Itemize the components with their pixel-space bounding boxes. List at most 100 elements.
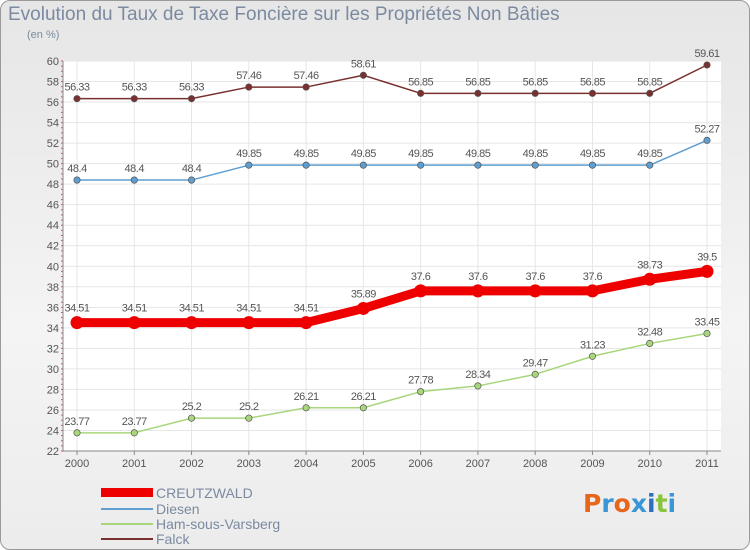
y-tick-label: 52	[47, 138, 59, 150]
logo-letter: t	[655, 489, 668, 518]
data-label-ham-sous-varsberg: 29.47	[523, 357, 548, 369]
data-point-ham-sous-varsberg	[474, 382, 482, 390]
data-label-diesen: 49.85	[236, 148, 261, 160]
y-unit-label: (en %)	[27, 29, 60, 41]
data-label-falck: 56.85	[465, 76, 490, 88]
data-point-diesen	[73, 176, 81, 184]
data-label-falck: 56.33	[179, 82, 204, 94]
data-point-creutzwald	[356, 301, 370, 315]
y-tick-label: 44	[47, 220, 59, 232]
y-tick-label: 26	[47, 405, 59, 417]
data-label-creutzwald: 37.6	[411, 271, 431, 283]
data-point-falck	[187, 95, 196, 103]
data-label-falck: 56.33	[64, 82, 89, 94]
y-tick-label: 48	[47, 179, 59, 191]
data-point-falck	[73, 95, 81, 103]
data-point-falck	[474, 89, 482, 97]
data-point-diesen	[417, 161, 425, 169]
data-label-diesen: 49.85	[351, 148, 376, 160]
data-label-creutzwald: 39.5	[697, 251, 717, 263]
data-point-ham-sous-varsberg	[130, 429, 138, 437]
grid	[63, 60, 721, 452]
data-label-creutzwald: 37.6	[583, 271, 603, 283]
data-label-falck: 59.61	[694, 48, 719, 60]
data-point-ham-sous-varsberg	[417, 388, 425, 396]
series-layer: 48.4 48.4 48.4 49.85 49.85 49.85 49.85 49.85 49.…	[64, 48, 720, 437]
series-line-falck	[76, 64, 708, 100]
chart-title: Evolution du Taux de Taxe Foncière sur l…	[8, 4, 560, 25]
legend-label-ham-sous-varsberg: Ham-sous-Varsberg	[156, 516, 281, 532]
logo-letter: o	[613, 489, 631, 518]
data-label-falck: 58.61	[351, 58, 376, 70]
series-line-creutzwald	[72, 266, 712, 328]
data-label-creutzwald: 34.51	[294, 303, 319, 315]
y-tick-label: 56	[47, 97, 59, 109]
legend-swatch-creutzwald	[101, 488, 153, 497]
x-tick-label: 2005	[351, 458, 375, 470]
y-tick-label: 40	[47, 261, 59, 273]
y-tick-label: 60	[47, 56, 59, 68]
series-falck: 56.33 56.33 56.33 57.46 57.46 58.61 56.85 56.85…	[64, 48, 720, 103]
data-point-diesen	[531, 161, 539, 169]
x-tick-label: 2001	[122, 458, 146, 470]
data-label-diesen: 48.4	[125, 163, 145, 175]
data-point-creutzwald	[414, 284, 428, 298]
y-tick-label: 38	[47, 282, 59, 294]
data-label-diesen: 49.85	[580, 148, 605, 160]
data-point-falck	[245, 83, 253, 91]
y-tick-label: 24	[47, 425, 59, 437]
data-label-ham-sous-varsberg: 23.77	[122, 416, 147, 428]
y-tick-label: 22	[47, 446, 59, 458]
data-label-diesen: 52.27	[694, 123, 719, 135]
x-tick-label: 2009	[580, 458, 604, 470]
data-point-creutzwald	[585, 284, 599, 298]
data-point-diesen	[245, 161, 253, 169]
y-tick-label: 46	[47, 200, 59, 212]
data-label-diesen: 48.4	[67, 163, 87, 175]
data-label-creutzwald: 35.89	[351, 288, 376, 300]
data-label-ham-sous-varsberg: 23.77	[64, 416, 89, 428]
y-tick-label: 42	[47, 241, 59, 253]
y-tick-label: 50	[47, 159, 59, 171]
data-point-ham-sous-varsberg	[73, 429, 81, 437]
y-tick-label: 54	[47, 118, 59, 130]
data-point-falck	[417, 89, 425, 97]
data-label-creutzwald: 37.6	[525, 271, 545, 283]
logo-letter: x	[630, 489, 647, 518]
series-diesen: 48.4 48.4 48.4 49.85 49.85 49.85 49.85 49.85 49.…	[67, 123, 720, 184]
legend-swatch-ham-sous-varsberg	[101, 523, 153, 525]
data-label-ham-sous-varsberg: 26.21	[294, 391, 319, 403]
y-tick-label: 30	[47, 364, 59, 376]
data-point-creutzwald	[185, 316, 199, 330]
data-point-ham-sous-varsberg	[187, 414, 196, 422]
data-label-ham-sous-varsberg: 25.2	[239, 401, 259, 413]
data-label-ham-sous-varsberg: 25.2	[182, 401, 202, 413]
proxiti-logo: Proxiti	[583, 489, 676, 518]
data-point-creutzwald	[700, 264, 714, 278]
data-label-diesen: 49.85	[465, 148, 490, 160]
logo-letter: P	[583, 489, 602, 518]
data-label-falck: 56.33	[122, 82, 147, 94]
data-point-creutzwald	[242, 316, 256, 330]
data-label-diesen: 49.85	[637, 148, 662, 160]
logo-letter: r	[601, 489, 614, 518]
y-tick-label: 58	[47, 77, 59, 89]
legend-label-creutzwald: CREUTZWALD	[156, 485, 253, 501]
x-tick-label: 2000	[65, 458, 89, 470]
data-label-ham-sous-varsberg: 27.78	[408, 375, 433, 387]
data-point-diesen	[187, 176, 196, 184]
x-tick-label: 2006	[408, 458, 432, 470]
y-tick-label: 32	[47, 343, 59, 355]
data-label-falck: 56.85	[580, 76, 605, 88]
data-point-falck	[588, 89, 597, 97]
data-label-falck: 57.46	[236, 70, 261, 82]
data-point-diesen	[474, 161, 482, 169]
data-point-falck	[646, 89, 654, 97]
logo-letter: i	[647, 489, 656, 518]
data-point-diesen	[703, 136, 711, 144]
y-tick-label: 36	[47, 302, 59, 314]
x-tick-label: 2011	[695, 458, 719, 470]
data-label-falck: 56.85	[523, 76, 548, 88]
